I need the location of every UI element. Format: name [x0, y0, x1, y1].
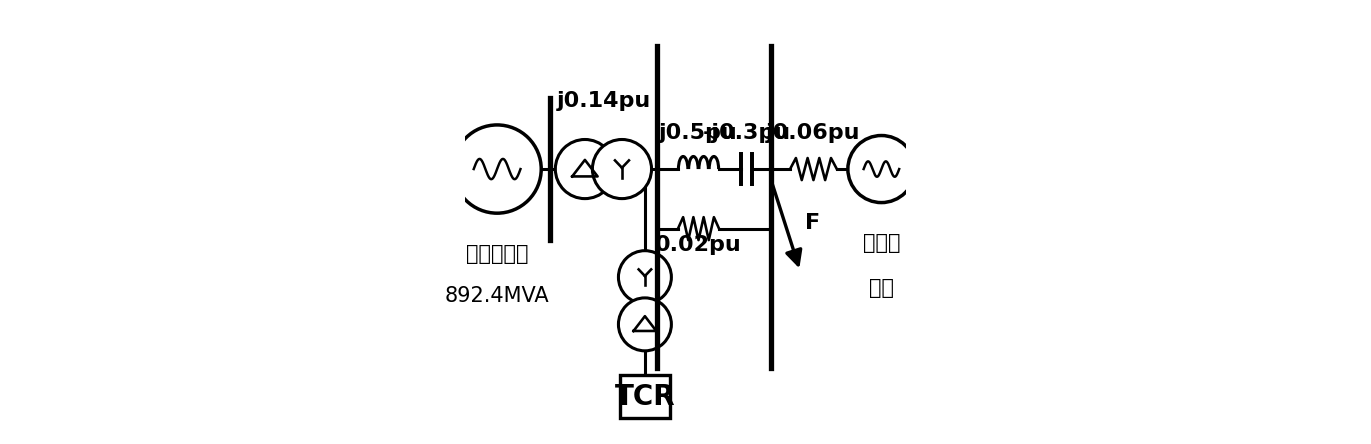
Text: 无穷大: 无穷大 [862, 234, 901, 254]
Text: 892.4MVA: 892.4MVA [444, 286, 550, 306]
Text: 0.02pu: 0.02pu [655, 235, 742, 255]
Text: j0.06pu: j0.06pu [766, 123, 861, 143]
Circle shape [618, 298, 672, 351]
Text: 系统: 系统 [869, 278, 894, 297]
Text: F: F [805, 213, 820, 233]
Circle shape [618, 251, 672, 304]
Text: j0.14pu: j0.14pu [557, 91, 651, 111]
Text: -j0.3pu: -j0.3pu [702, 123, 791, 143]
Bar [620, 375, 670, 418]
Text: j0.5pu: j0.5pu [659, 123, 738, 143]
Circle shape [452, 125, 542, 213]
Circle shape [592, 139, 651, 198]
Circle shape [555, 139, 614, 198]
Text: TCR: TCR [614, 383, 676, 411]
Text: 同步发电机: 同步发电机 [466, 244, 528, 264]
Circle shape [847, 135, 914, 202]
